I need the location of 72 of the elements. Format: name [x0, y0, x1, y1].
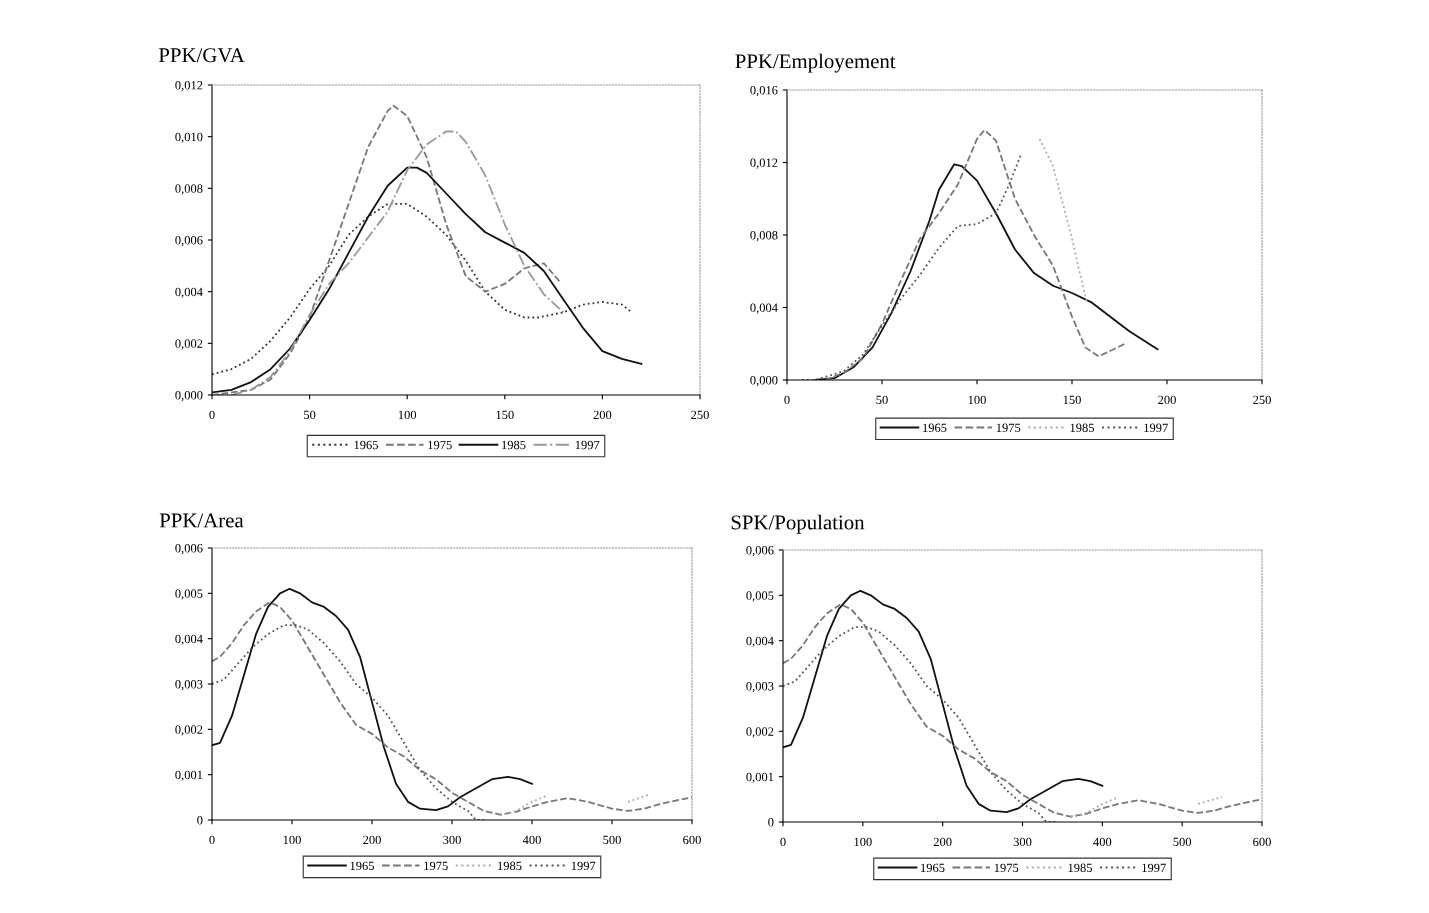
legend-label: 1965 — [921, 863, 945, 873]
y-tick-label: 0,004 — [175, 287, 203, 298]
y-tick-label: 0,006 — [746, 546, 774, 557]
y-tick-label: 0,008 — [750, 231, 778, 242]
x-tick-label: 200 — [1158, 395, 1176, 405]
y-tick-label: 0,000 — [175, 391, 203, 402]
x-tick-label: 0 — [784, 395, 790, 405]
x-tick-label: 200 — [363, 835, 381, 845]
legend-label: 1975 — [428, 440, 452, 450]
y-tick-label: 0,002 — [175, 725, 203, 736]
y-tick-label: 0,002 — [746, 727, 774, 738]
legend-label: 1965 — [923, 423, 947, 433]
y-tick-label: 0,001 — [746, 772, 774, 783]
y-tick-label: 0,002 — [175, 339, 203, 350]
x-tick-label: 400 — [522, 835, 541, 845]
legend-label: 1985 — [1070, 423, 1095, 433]
x-tick-label: 200 — [933, 837, 952, 847]
y-tick-label: 0,004 — [746, 636, 774, 647]
x-tick-label: 100 — [283, 835, 301, 845]
x-tick-label: 250 — [691, 410, 709, 420]
x-tick-label: 50 — [304, 410, 316, 420]
y-tick-label: 0,004 — [175, 634, 203, 645]
legend-label: 1985 — [1068, 863, 1093, 873]
x-tick-label: 500 — [1173, 837, 1192, 847]
x-tick-label: 300 — [443, 835, 461, 845]
y-tick-label: 0 — [768, 818, 774, 827]
x-tick-label: 600 — [683, 835, 701, 845]
x-tick-label: 500 — [603, 835, 621, 845]
chart-title: PPK/Area — [159, 513, 244, 528]
chart-title: SPK/Population — [731, 514, 865, 534]
y-tick-label: 0,001 — [175, 770, 203, 781]
x-tick-label: 100 — [968, 395, 986, 405]
x-tick-label: 150 — [496, 410, 514, 420]
legend-label: 1997 — [571, 861, 596, 871]
y-tick-label: 0,003 — [175, 680, 203, 691]
legend-label: 1975 — [996, 423, 1021, 433]
legend-label: 1997 — [1142, 863, 1166, 873]
legend-label: 1997 — [1144, 423, 1168, 433]
legend-label: 1965 — [350, 861, 375, 871]
y-tick-label: 0,016 — [750, 86, 778, 97]
y-tick-label: 0,004 — [750, 303, 778, 314]
x-tick-label: 250 — [1253, 395, 1271, 405]
chart-title: PPK/Employement — [735, 53, 896, 73]
x-tick-label: 400 — [1093, 837, 1112, 847]
legend-label: 1985 — [498, 861, 522, 871]
x-tick-label: 100 — [398, 410, 417, 420]
x-tick-label: 50 — [876, 395, 888, 405]
y-tick-label: 0,006 — [175, 544, 203, 555]
y-tick-label: 0 — [197, 816, 203, 825]
chart-title: PPK/GVA — [158, 48, 245, 63]
y-tick-label: 0,010 — [175, 132, 203, 143]
x-tick-label: 0 — [209, 835, 215, 845]
y-tick-label: 0,008 — [175, 184, 203, 195]
y-tick-label: 0,003 — [746, 682, 774, 693]
y-tick-label: 0,012 — [750, 158, 778, 169]
x-tick-label: 600 — [1253, 837, 1271, 847]
legend-label: 1965 — [354, 440, 379, 450]
legend-label: 1975 — [994, 863, 1019, 873]
y-tick-label: 0,006 — [175, 236, 203, 247]
x-tick-label: 0 — [780, 837, 786, 847]
y-tick-label: 0,005 — [746, 591, 774, 602]
legend-label: 1985 — [502, 440, 526, 450]
x-tick-label: 200 — [593, 410, 612, 420]
legend-label: 1997 — [575, 440, 600, 450]
x-tick-label: 300 — [1013, 837, 1032, 847]
x-tick-label: 100 — [854, 837, 872, 847]
x-tick-label: 150 — [1063, 395, 1081, 405]
y-tick-label: 0,005 — [175, 589, 203, 600]
y-tick-label: 0,000 — [750, 376, 778, 387]
x-tick-label: 0 — [209, 410, 215, 420]
legend-label: 1975 — [424, 861, 448, 871]
y-tick-label: 0,012 — [175, 81, 203, 92]
